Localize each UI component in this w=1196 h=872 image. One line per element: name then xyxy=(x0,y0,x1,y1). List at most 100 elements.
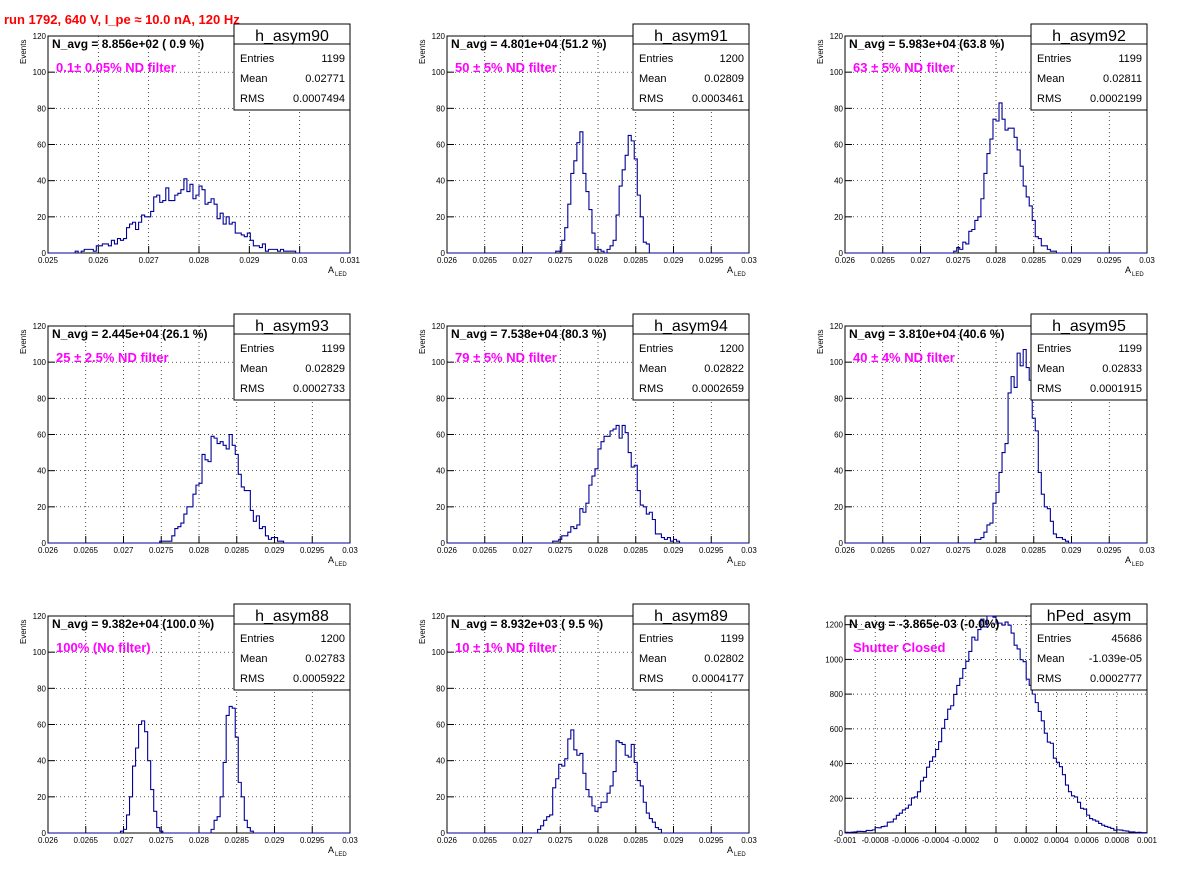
y-tick-label: 120 xyxy=(33,322,47,331)
stats-histogram-name: h_asym94 xyxy=(654,318,728,335)
stats-histogram-name: h_asym89 xyxy=(654,608,728,625)
x-tick-label: 0.0275 xyxy=(946,256,971,265)
histogram-h_asym94 xyxy=(447,424,749,544)
y-tick-label: 800 xyxy=(830,690,844,699)
stats-value-rms: 0.0002777 xyxy=(1090,673,1142,685)
y-axis-label: Events xyxy=(19,40,28,64)
y-axis-label: Events xyxy=(816,40,825,64)
histogram-h_asym92 xyxy=(845,102,1147,254)
x-tick-label: 0.028 xyxy=(588,546,609,555)
histogram-panel-h_asym89: 0.026 0.0265 0.027 0.0275 0.028 0.0285 0.029 0.… xyxy=(418,603,757,858)
stats-label-rms: RMS xyxy=(639,673,663,685)
filter-label: 79 ± 5% ND filter xyxy=(455,350,557,365)
x-tick-label: 0.03 xyxy=(292,256,308,265)
x-tick-label: 0.028 xyxy=(189,256,210,265)
x-tick-label: 0.029 xyxy=(239,256,260,265)
x-tick-label: 0.0295 xyxy=(699,256,724,265)
stats-value-mean: 0.02833 xyxy=(1102,363,1142,375)
y-axis-label: Events xyxy=(418,40,427,64)
filter-label: 25 ± 2.5% ND filter xyxy=(56,350,169,365)
stats-label-rms: RMS xyxy=(1037,93,1061,105)
filter-label: 63 ± 5% ND filter xyxy=(853,60,955,75)
filter-label: 40 ± 4% ND filter xyxy=(853,350,955,365)
y-tick-label: 20 xyxy=(436,503,445,512)
x-tick-label: 0.03 xyxy=(741,546,757,555)
x-tick-label: 0.028 xyxy=(986,256,1007,265)
y-tick-label: 40 xyxy=(37,757,46,766)
y-tick-label: 120 xyxy=(432,612,446,621)
stats-label-entries: Entries xyxy=(240,53,275,65)
stats-box xyxy=(233,603,351,691)
x-tick-label: 0.026 xyxy=(835,546,856,555)
x-tick-label: 0.0265 xyxy=(473,546,498,555)
x-axis-label-subscript: LED xyxy=(734,562,746,568)
x-tick-label: 0.0295 xyxy=(300,546,325,555)
y-tick-label: 80 xyxy=(436,394,445,403)
stats-histogram-name: h_asym88 xyxy=(255,608,329,625)
y-tick-label: 100 xyxy=(33,358,47,367)
stats-label-entries: Entries xyxy=(639,633,674,645)
y-tick-label: 0 xyxy=(441,539,446,548)
x-axis-label: A xyxy=(727,265,733,275)
x-tick-label: -0.0004 xyxy=(922,836,950,845)
histogram-h_asym95 xyxy=(845,348,1147,544)
navg-label: N_avg = 3.810e+04 (40.6 %) xyxy=(849,327,1004,341)
x-tick-label: 0.0275 xyxy=(149,836,174,845)
x-tick-label: 0.027 xyxy=(512,836,533,845)
stats-label-entries: Entries xyxy=(1037,633,1072,645)
x-tick-label: 0.027 xyxy=(512,256,533,265)
histogram-panel-h_asym92: 0.026 0.0265 0.027 0.0275 0.028 0.0285 0.029 0.… xyxy=(816,23,1155,278)
stats-value-rms: 0.0005922 xyxy=(293,673,345,685)
y-tick-label: 0 xyxy=(839,249,844,258)
x-axis-label: A xyxy=(1125,265,1131,275)
stats-label-entries: Entries xyxy=(240,343,275,355)
y-tick-label: 80 xyxy=(834,394,843,403)
histogram-panel-h_asym90: 0.025 0.026 0.027 0.028 0.029 0.03 0.031 0 20 40 6… xyxy=(19,23,361,278)
stats-label-mean: Mean xyxy=(240,363,268,375)
histogram-h_asym88 xyxy=(48,705,350,834)
stats-value-rms: 0.0003461 xyxy=(692,93,744,105)
y-tick-label: 60 xyxy=(834,431,843,440)
y-tick-label: 60 xyxy=(37,721,46,730)
stats-label-rms: RMS xyxy=(240,673,264,685)
stats-label-rms: RMS xyxy=(240,383,264,395)
y-tick-label: 20 xyxy=(834,213,843,222)
x-tick-label: 0.028 xyxy=(189,836,210,845)
y-tick-label: 60 xyxy=(37,141,46,150)
y-tick-label: 60 xyxy=(436,431,445,440)
y-tick-label: 40 xyxy=(436,467,445,476)
navg-label: N_avg = 9.382e+04 (100.0 %) xyxy=(52,617,214,631)
y-tick-label: 40 xyxy=(37,177,46,186)
navg-label: N_avg = 2.445e+04 (26.1 %) xyxy=(52,327,207,341)
x-tick-label: 0.0285 xyxy=(624,836,649,845)
y-tick-label: 100 xyxy=(830,358,844,367)
x-tick-label: 0.0265 xyxy=(871,546,896,555)
stats-value-rms: 0.0004177 xyxy=(692,673,744,685)
x-tick-label: 0.0285 xyxy=(225,836,250,845)
y-tick-label: 100 xyxy=(33,68,47,77)
x-axis-label-subscript: LED xyxy=(335,852,347,858)
x-tick-label: 0.028 xyxy=(986,546,1007,555)
y-tick-label: 0 xyxy=(441,829,446,838)
x-tick-label: 0.028 xyxy=(588,836,609,845)
stats-value-entries: 1199 xyxy=(321,343,345,355)
x-tick-label: 0.0265 xyxy=(473,836,498,845)
y-tick-label: 80 xyxy=(436,104,445,113)
stats-label-mean: Mean xyxy=(639,73,667,85)
y-tick-label: 100 xyxy=(432,68,446,77)
stats-histogram-name: h_asym95 xyxy=(1052,318,1126,335)
y-tick-label: 40 xyxy=(436,757,445,766)
stats-value-entries: 1199 xyxy=(720,633,744,645)
stats-label-entries: Entries xyxy=(240,633,275,645)
y-tick-label: 20 xyxy=(37,503,46,512)
stats-box xyxy=(632,23,750,111)
stats-label-mean: Mean xyxy=(1037,363,1065,375)
x-tick-label: 0.0008 xyxy=(1105,836,1130,845)
y-tick-label: 120 xyxy=(33,612,47,621)
x-axis-label-subscript: LED xyxy=(1132,272,1144,278)
stats-value-mean: 0.02802 xyxy=(704,653,744,665)
histogram-panel-h_asym94: 0.026 0.0265 0.027 0.0275 0.028 0.0285 0.029 0.… xyxy=(418,313,757,568)
stats-label-mean: Mean xyxy=(240,73,268,85)
y-tick-label: 80 xyxy=(436,684,445,693)
